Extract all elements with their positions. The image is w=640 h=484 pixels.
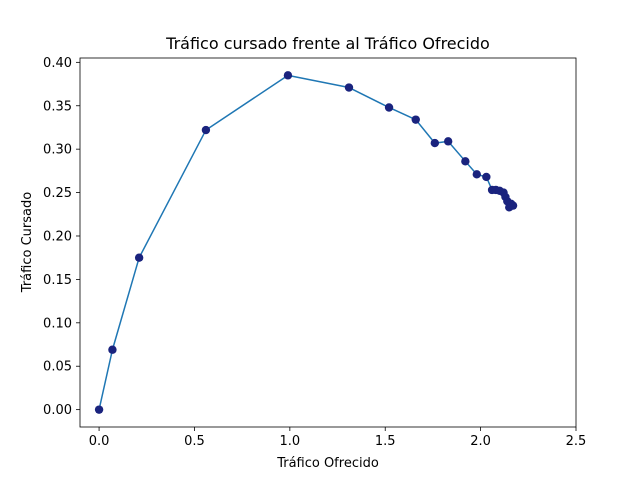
data-point: [508, 201, 518, 210]
data-point: [108, 345, 117, 354]
data-point: [472, 170, 481, 179]
axes-layer: 0.0 0.5 1.0 1.5 2.0 2.5 0.00 0.05 0.10 0.15 0.20 0.…: [43, 56, 586, 449]
plot-layer: [94, 71, 518, 414]
chart-title: Tráfico cursado frente al Tráfico Ofreci…: [165, 34, 490, 53]
y-axis-label: Tráfico Cursado: [20, 192, 35, 293]
data-point: [430, 138, 440, 148]
y-tick-label: 0.00: [43, 403, 72, 418]
y-tick-label: 0.40: [43, 56, 72, 71]
data-point: [94, 405, 104, 414]
x-tick-label: 0.5: [184, 434, 205, 449]
y-tick-label: 0.30: [43, 143, 72, 158]
data-point: [443, 137, 453, 146]
data-point: [411, 115, 420, 124]
y-tick-label: 0.20: [43, 229, 72, 244]
data-point: [461, 157, 470, 166]
y-tick-label: 0.10: [43, 316, 72, 331]
x-tick-label: 2.0: [470, 434, 491, 449]
data-point: [384, 103, 394, 112]
data-point: [482, 172, 491, 182]
y-tick-label: 0.05: [43, 360, 72, 375]
y-tick-label: 0.35: [43, 99, 72, 114]
data-point: [283, 71, 293, 80]
x-tick-label: 1.5: [375, 434, 396, 449]
y-tick-label: 0.25: [43, 186, 72, 201]
x-tick-label: 0.0: [89, 434, 110, 449]
x-tick-label: 2.5: [566, 434, 587, 449]
data-point: [134, 253, 144, 262]
x-tick-label: 1.0: [280, 434, 301, 449]
y-tick-label: 0.15: [43, 273, 72, 288]
data-point: [344, 83, 354, 92]
plot-frame: [79, 57, 577, 428]
data-point: [201, 125, 211, 135]
x-axis-label: Tráfico Ofrecido: [276, 456, 379, 471]
